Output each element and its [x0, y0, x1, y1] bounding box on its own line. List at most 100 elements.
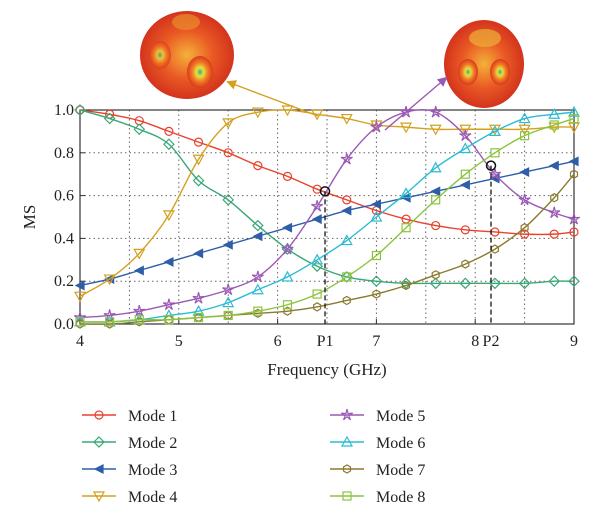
data-point: [163, 138, 175, 151]
legend-item: Mode 6: [330, 435, 425, 452]
data-point: [519, 167, 530, 178]
data-point: [75, 105, 85, 115]
data-point: [192, 174, 205, 187]
legend-label: Mode 5: [376, 408, 425, 425]
marker-label: P2: [483, 333, 500, 350]
x-axis-label: Frequency (GHz): [267, 360, 386, 379]
legend-swatch-marker: [93, 464, 104, 474]
arrow-p1: [226, 80, 319, 117]
data-point: [74, 280, 85, 291]
data-point: [253, 161, 263, 171]
data-point: [459, 142, 472, 154]
data-point: [429, 124, 442, 136]
legend-swatch-marker: [94, 410, 104, 420]
point-markers: P1 P2: [317, 160, 500, 350]
y-tick-label: 0.6: [54, 188, 74, 205]
data-point: [548, 160, 559, 171]
data-point: [222, 118, 235, 130]
data-point: [193, 312, 204, 323]
x-tick-label: 7: [372, 333, 380, 350]
data-point: [568, 156, 579, 167]
data-point: [162, 298, 175, 311]
data-point: [459, 277, 472, 290]
data-point: [488, 168, 501, 180]
data-point: [429, 161, 442, 173]
data-point: [311, 253, 324, 265]
legend-swatch-marker: [92, 491, 106, 503]
marker-label: P1: [317, 333, 334, 350]
data-point: [371, 199, 381, 210]
data-point: [401, 223, 411, 233]
data-point: [251, 107, 264, 119]
data-point: [164, 126, 174, 136]
data-point: [222, 194, 235, 206]
data-point: [311, 200, 324, 212]
x-tick-label: 8: [471, 333, 479, 350]
data-point: [400, 277, 412, 290]
legend-item: Mode 1: [82, 408, 177, 425]
data-point: [312, 289, 322, 299]
data-point: [133, 123, 146, 136]
marker-circle: [319, 186, 331, 197]
data-point: [340, 153, 353, 165]
legend: Mode 1 Mode 2 Mode 3 Mode 4 Mode 5 Mode 6 Mode…: [82, 408, 425, 506]
x-axis-ticks: 4 5 6 7 8 9: [76, 319, 578, 350]
data-point: [548, 206, 561, 219]
data-point: [549, 120, 559, 130]
legend-swatch-marker: [340, 435, 354, 447]
data-point: [75, 317, 85, 327]
data-point: [103, 112, 116, 125]
legend-label: Mode 1: [128, 408, 177, 425]
data-point: [222, 239, 233, 250]
series-mode-2: [74, 104, 580, 290]
series-mode-7: [75, 169, 579, 329]
data-point: [163, 256, 174, 267]
data-point: [251, 270, 264, 283]
data-point: [459, 179, 470, 190]
data-point: [103, 274, 116, 286]
data-point: [459, 124, 472, 136]
data-point: [341, 205, 352, 216]
data-point: [518, 277, 531, 290]
data-point: [192, 304, 205, 316]
plot-frame: [79, 109, 575, 325]
data-point: [281, 105, 294, 117]
grid: [80, 110, 574, 324]
data-point: [490, 148, 500, 158]
data-point: [251, 219, 264, 232]
x-tick-label: 5: [175, 333, 183, 350]
data-point: [567, 213, 581, 225]
data-point: [569, 113, 579, 124]
data-point: [519, 229, 530, 239]
data-point: [548, 122, 561, 134]
data-point: [134, 315, 144, 325]
data-point: [193, 248, 204, 259]
series-mode-8: [75, 113, 579, 327]
x-tick-label: 4: [76, 333, 84, 350]
data-point: [567, 105, 581, 117]
data-point: [223, 148, 233, 158]
data-point: [430, 186, 441, 197]
data-point: [340, 113, 353, 125]
data-point: [73, 291, 87, 303]
data-point: [459, 129, 472, 141]
data-point: [162, 210, 175, 222]
data-point: [518, 124, 531, 136]
data-point: [550, 193, 559, 203]
legend-item: Mode 3: [82, 462, 177, 479]
data-point: [372, 289, 381, 299]
data-point: [222, 283, 235, 296]
data-point: [460, 169, 470, 179]
data-point: [548, 108, 561, 119]
x-tick-label: 6: [274, 333, 282, 350]
data-point: [370, 210, 383, 222]
y-tick-label: 0.0: [54, 316, 74, 333]
data-point: [281, 242, 294, 255]
data-point: [569, 169, 579, 179]
legend-item: Mode 5: [330, 408, 425, 425]
legend-swatch-marker: [342, 464, 352, 474]
legend-swatch-marker: [93, 436, 105, 448]
data-point: [400, 106, 413, 118]
data-point: [488, 125, 501, 136]
